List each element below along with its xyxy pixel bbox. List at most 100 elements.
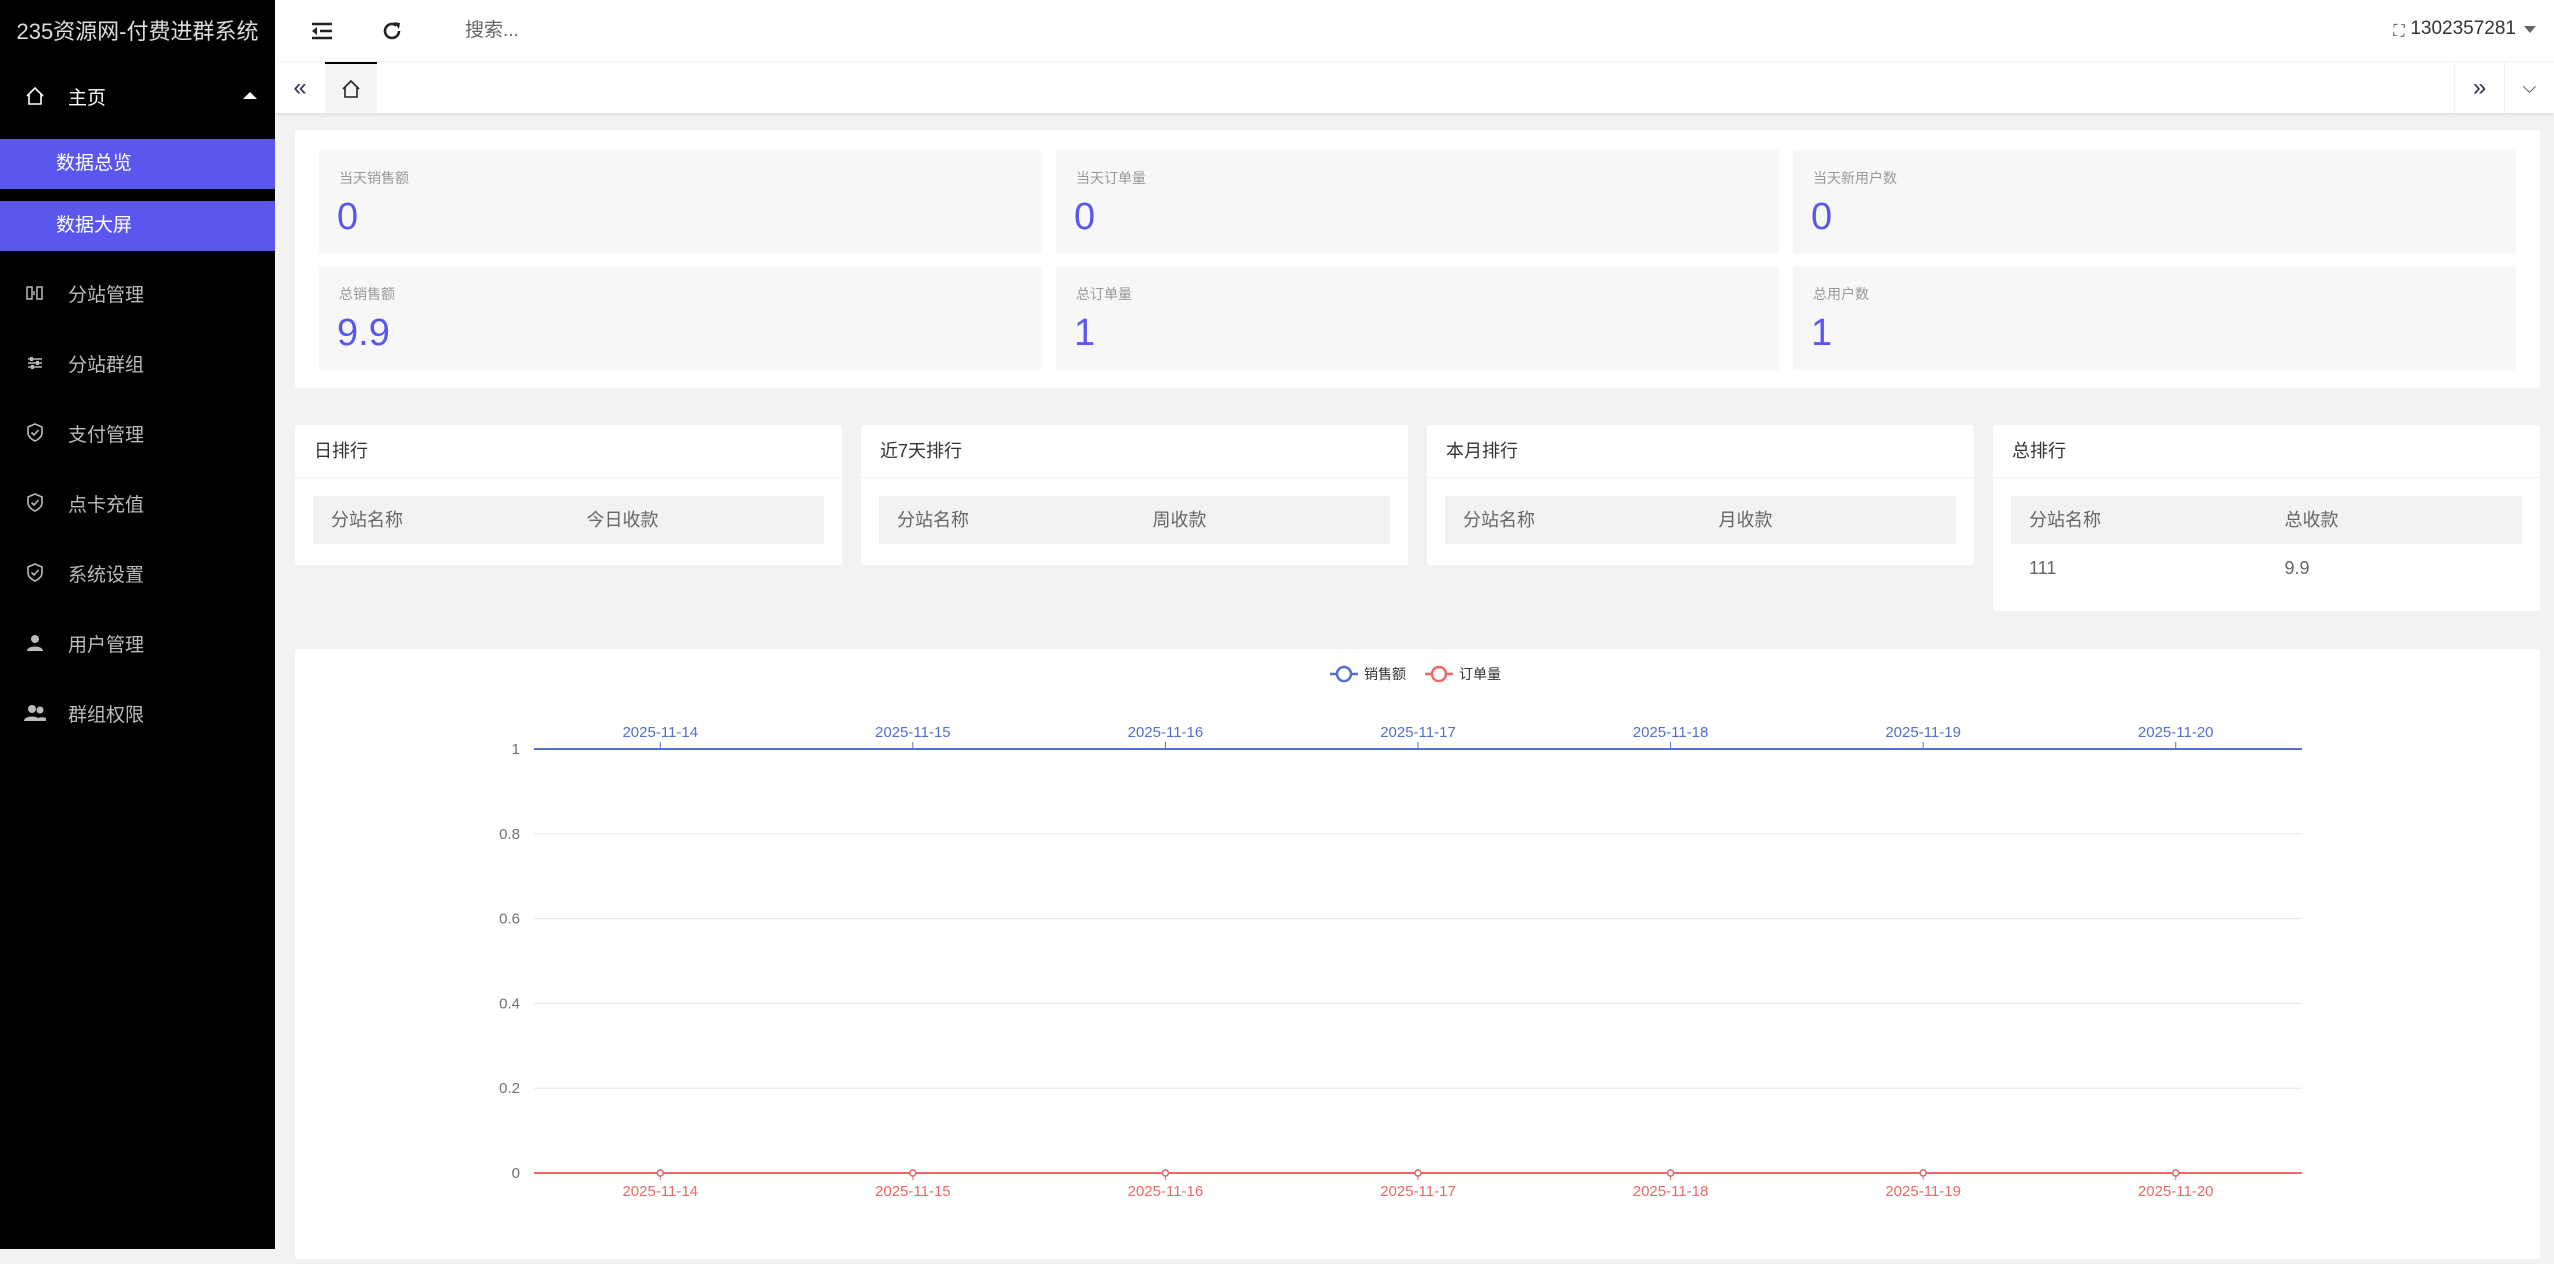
stat-tile: 当天订单量 0 xyxy=(1056,150,1779,254)
legend-marker-icon xyxy=(1430,665,1448,683)
table-header: 分站名称 总收款 xyxy=(2011,496,2522,544)
ranking-table: 分站名称 总收款 111 9.9 xyxy=(2011,496,2522,592)
sidebar-item-6[interactable]: 群组权限 xyxy=(0,691,275,735)
sidebar-item-label: 分站管理 xyxy=(68,284,145,306)
sidebar-item-label: 用户管理 xyxy=(68,634,145,656)
data-point xyxy=(1919,1169,1927,1177)
sidebar-item-4[interactable]: 系统设置 xyxy=(0,551,275,595)
stat-tile: 总用户数 1 xyxy=(1793,266,2516,370)
ranking-title: 近7天排行 xyxy=(861,425,1408,478)
legend-item[interactable]: 销售额 xyxy=(1330,665,1406,683)
home-icon xyxy=(24,85,46,107)
stat-label: 总订单量 xyxy=(1076,286,1132,302)
sidebar-item-2[interactable]: 支付管理 xyxy=(0,411,275,455)
sidebar-item-data-overview[interactable]: 数据总览 xyxy=(0,139,275,189)
column-header: 分站名称 xyxy=(2029,510,2101,530)
legend-marker-icon xyxy=(1335,665,1353,683)
bottom-x-tick-label: 2025-11-15 xyxy=(875,1183,951,1200)
scroll-tabs-left-icon[interactable]: « xyxy=(293,73,307,101)
top-x-tick-label: 2025-11-16 xyxy=(1128,724,1204,741)
sidebar-item-0[interactable]: 分站管理 xyxy=(0,271,275,315)
y-tick-label: 1 xyxy=(512,741,520,758)
sidebar-item-label: 点卡充值 xyxy=(68,494,145,516)
ranking-card: 日排行 分站名称 今日收款 xyxy=(295,425,842,565)
stat-value: 9.9 xyxy=(337,312,390,354)
data-point xyxy=(656,1169,665,1177)
sidebar-item-label: 系统设置 xyxy=(68,564,145,586)
top-x-tick-label: 2025-11-14 xyxy=(622,724,698,741)
trend-chart-card: 0 0.2 0.4 0.6 0.8 1 2025-11-14 2025-11-14 2025-1… xyxy=(295,649,2540,1259)
column-header: 总收款 xyxy=(2284,510,2339,530)
home-icon xyxy=(342,79,360,98)
trend-chart: 0 0.2 0.4 0.6 0.8 1 2025-11-14 2025-11-14 2025-1… xyxy=(499,665,2302,1200)
table-cell: 9.9 xyxy=(2284,558,2310,578)
data-point xyxy=(1414,1169,1422,1177)
sidebar-item-data-screen[interactable]: 数据大屏 xyxy=(0,201,275,251)
ranking-card: 本月排行分站名称 月收款 xyxy=(1427,425,1974,565)
ranking-table: 分站名称 月收款 xyxy=(1445,496,1956,544)
table-header: 分站名称 今日收款 xyxy=(313,496,824,544)
stat-label: 当天订单量 xyxy=(1076,170,1146,186)
tab-home[interactable] xyxy=(325,62,377,113)
bottom-x-tick-label: 2025-11-19 xyxy=(1885,1183,1961,1200)
column-header: 月收款 xyxy=(1718,510,1773,530)
stat-value: 1 xyxy=(1074,312,1096,354)
column-header: 今日收款 xyxy=(586,510,659,530)
y-tick-label: 0 xyxy=(512,1165,520,1182)
sidebar-item-label: 主页 xyxy=(68,87,107,109)
user-menu[interactable]: 1302357281 xyxy=(2410,18,2536,40)
stat-tile: 总销售额 9.9 xyxy=(319,266,1042,370)
table-header: 分站名称 月收款 xyxy=(1445,496,1956,544)
top-x-tick-label: 2025-11-15 xyxy=(875,724,951,741)
sidebar-item-1[interactable]: 分站群组 xyxy=(0,341,275,385)
ranking-table: 分站名称 今日收款 xyxy=(313,496,824,544)
ranking-card: 总排行分站名称 总收款 111 9.9 xyxy=(1993,425,2540,611)
tab-options-chevron-down-icon[interactable]: ⌵ xyxy=(2504,62,2554,113)
data-point xyxy=(2171,1169,2180,1177)
column-header: 分站名称 xyxy=(897,510,969,530)
legend-label: 订单量 xyxy=(1459,666,1501,682)
ranking-title: 本月排行 xyxy=(1427,425,1974,478)
stat-tile: 当天销售额 0 xyxy=(319,150,1042,254)
search-input[interactable] xyxy=(465,14,765,48)
user-icon xyxy=(24,632,46,654)
stat-label: 总销售额 xyxy=(339,286,395,302)
refresh-icon[interactable] xyxy=(377,16,407,46)
shield-check-icon xyxy=(24,422,46,444)
legend-item[interactable]: 订单量 xyxy=(1425,665,1501,683)
username: 1302357281 xyxy=(2410,18,2516,39)
column-header: 分站名称 xyxy=(331,510,403,530)
stat-label: 当天销售额 xyxy=(339,170,409,186)
top-x-tick-label: 2025-11-19 xyxy=(1885,724,1961,741)
caret-down-icon xyxy=(2524,25,2536,33)
collapse-menu-icon[interactable] xyxy=(307,16,337,46)
sidebar-item-5[interactable]: 用户管理 xyxy=(0,621,275,665)
y-tick-label: 0.8 xyxy=(499,826,520,843)
table-cell: 111 xyxy=(2029,558,2057,578)
sidebar-item-3[interactable]: 点卡充值 xyxy=(0,481,275,525)
y-tick-label: 0.6 xyxy=(499,911,520,928)
legend-label: 销售额 xyxy=(1364,666,1406,682)
columns-icon xyxy=(24,282,46,304)
app-title: 235资源网-付费进群系统 xyxy=(16,19,259,44)
bottom-x-tick-label: 2025-11-18 xyxy=(1633,1183,1709,1200)
stat-value: 0 xyxy=(1074,196,1096,238)
ranking-title: 总排行 xyxy=(1993,425,2540,478)
fullscreen-icon[interactable]: ⛶ xyxy=(2393,23,2405,40)
sidebar: 235资源网-付费进群系统 主页 数据总览 数据大屏 分站管理分站群组支付管理点… xyxy=(0,0,275,1249)
top-header: ⛶ 1302357281 xyxy=(275,0,2554,62)
sliders-icon xyxy=(24,352,46,374)
stat-tile: 当天新用户数 0 xyxy=(1793,150,2516,254)
sidebar-item-label: 群组权限 xyxy=(68,704,145,726)
stat-value: 1 xyxy=(1811,312,1833,354)
stat-tile: 总订单量 1 xyxy=(1056,266,1779,370)
y-tick-label: 0.2 xyxy=(499,1080,520,1097)
scroll-tabs-right-icon[interactable]: » xyxy=(2454,62,2504,113)
stat-value: 0 xyxy=(1811,196,1833,238)
top-x-tick-label: 2025-11-20 xyxy=(2138,724,2214,741)
column-header: 分站名称 xyxy=(1463,510,1535,530)
y-tick-label: 0.4 xyxy=(499,995,520,1012)
stat-label: 当天新用户数 xyxy=(1813,170,1897,186)
sidebar-item-home[interactable]: 主页 xyxy=(0,74,275,118)
stat-label: 总用户数 xyxy=(1813,286,1869,302)
